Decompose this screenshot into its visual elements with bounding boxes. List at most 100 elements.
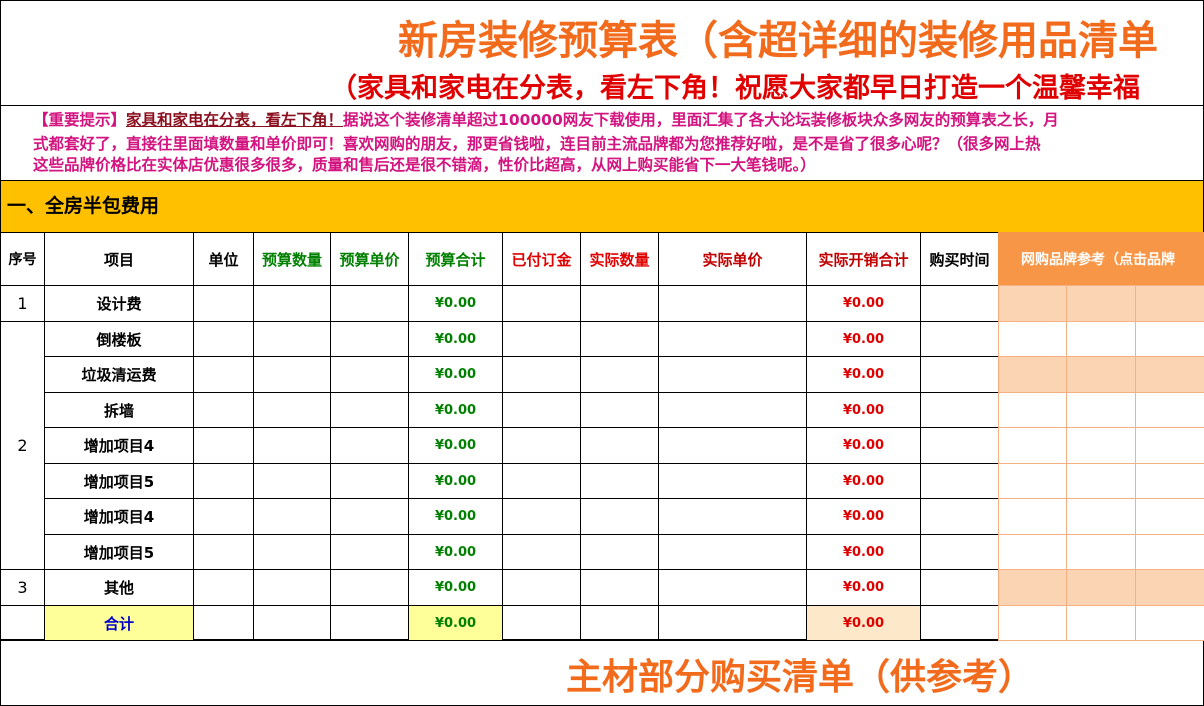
empty-cell bbox=[658, 356, 807, 393]
empty-cell bbox=[330, 463, 409, 499]
column-header: 项目 bbox=[44, 232, 194, 286]
empty-cell bbox=[920, 392, 999, 428]
empty-cell bbox=[502, 569, 581, 606]
brand-cell bbox=[998, 534, 1067, 570]
empty-cell bbox=[253, 463, 331, 499]
brand-cell bbox=[1066, 534, 1136, 570]
empty-cell bbox=[502, 534, 581, 570]
brand-cell bbox=[1066, 463, 1136, 499]
budget-total: ¥0.00 bbox=[408, 321, 503, 357]
empty-cell bbox=[658, 534, 807, 570]
budget-total: ¥0.00 bbox=[408, 356, 503, 393]
empty-cell bbox=[920, 498, 999, 535]
brand-cell bbox=[998, 392, 1067, 428]
empty-cell bbox=[193, 392, 254, 428]
brand-cell bbox=[1066, 285, 1136, 322]
empty-cell bbox=[193, 321, 254, 357]
empty-cell bbox=[502, 321, 581, 357]
actual-total: ¥0.00 bbox=[806, 463, 921, 499]
empty-cell bbox=[580, 534, 659, 570]
item-name: 其他 bbox=[44, 569, 194, 606]
empty-cell bbox=[253, 534, 331, 570]
empty-cell bbox=[253, 569, 331, 606]
empty-cell bbox=[658, 569, 807, 606]
empty-cell bbox=[580, 569, 659, 606]
empty-cell bbox=[193, 534, 254, 570]
empty-cell bbox=[920, 427, 999, 464]
empty-cell bbox=[658, 427, 807, 464]
empty-cell bbox=[920, 569, 999, 606]
empty-cell bbox=[580, 427, 659, 464]
empty-cell bbox=[920, 463, 999, 499]
section-header: 一、全房半包费用 bbox=[0, 180, 1204, 233]
column-header: 网购品牌参考（点击品牌 bbox=[998, 232, 1204, 286]
empty-cell bbox=[580, 498, 659, 535]
column-header: 实际数量 bbox=[580, 232, 659, 286]
item-name: 增加项目4 bbox=[44, 498, 194, 535]
empty-cell bbox=[330, 321, 409, 357]
empty-cell bbox=[658, 285, 807, 322]
empty-cell bbox=[502, 498, 581, 535]
brand-cell bbox=[1066, 569, 1136, 606]
footer-title: 主材部分购买清单（供参考） bbox=[566, 657, 1035, 698]
actual-total: ¥0.00 bbox=[806, 534, 921, 570]
budget-total: ¥0.00 bbox=[408, 463, 503, 499]
empty-cell bbox=[253, 356, 331, 393]
empty-cell bbox=[330, 605, 409, 641]
empty-cell bbox=[502, 356, 581, 393]
column-header: 单位 bbox=[193, 232, 254, 286]
notice-link[interactable]: 家具和家电在分表，看左下角！ bbox=[126, 111, 344, 129]
empty-cell bbox=[193, 498, 254, 535]
empty-cell bbox=[330, 569, 409, 606]
empty-cell bbox=[920, 534, 999, 570]
brand-cell bbox=[998, 463, 1067, 499]
empty-cell bbox=[658, 392, 807, 428]
actual-total: ¥0.00 bbox=[806, 321, 921, 357]
actual-total: ¥0.00 bbox=[806, 498, 921, 535]
actual-total: ¥0.00 bbox=[806, 605, 921, 641]
brand-cell bbox=[1135, 498, 1204, 535]
item-name: 增加项目5 bbox=[44, 463, 194, 499]
empty-cell bbox=[502, 427, 581, 464]
brand-cell bbox=[1066, 321, 1136, 357]
brand-cell bbox=[1135, 427, 1204, 464]
empty-cell bbox=[502, 392, 581, 428]
column-header: 预算数量 bbox=[253, 232, 331, 286]
row-number: 2 bbox=[0, 321, 45, 570]
empty-cell bbox=[658, 605, 807, 641]
notice: 【重要提示】家具和家电在分表，看左下角！据说这个装修清单超过100000网友下载… bbox=[0, 106, 1204, 180]
empty-cell bbox=[658, 463, 807, 499]
empty-cell bbox=[920, 605, 999, 641]
empty-cell bbox=[920, 321, 999, 357]
brand-cell bbox=[1066, 498, 1136, 535]
empty-cell bbox=[253, 427, 331, 464]
brand-cell bbox=[998, 498, 1067, 535]
column-header: 预算单价 bbox=[330, 232, 409, 286]
empty-cell bbox=[253, 321, 331, 357]
column-header: 已付订金 bbox=[502, 232, 581, 286]
notice-line: 【重要提示】家具和家电在分表，看左下角！据说这个装修清单超过100000网友下载… bbox=[33, 108, 1203, 132]
budget-total: ¥0.00 bbox=[408, 605, 503, 641]
empty-cell bbox=[580, 356, 659, 393]
empty-cell bbox=[253, 498, 331, 535]
empty-cell bbox=[193, 356, 254, 393]
empty-cell bbox=[330, 534, 409, 570]
budget-total: ¥0.00 bbox=[408, 285, 503, 322]
brand-cell bbox=[998, 321, 1067, 357]
brand-cell bbox=[1135, 356, 1204, 393]
item-name: 增加项目5 bbox=[44, 534, 194, 570]
empty-cell bbox=[193, 427, 254, 464]
notice-lead: 【重要提示】 bbox=[33, 111, 127, 129]
empty-cell bbox=[920, 285, 999, 322]
row-number bbox=[0, 605, 45, 641]
item-name: 倒楼板 bbox=[44, 321, 194, 357]
column-header: 购买时间 bbox=[920, 232, 999, 286]
budget-total: ¥0.00 bbox=[408, 392, 503, 428]
empty-cell bbox=[253, 605, 331, 641]
item-name: 设计费 bbox=[44, 285, 194, 322]
subtitle: （家具和家电在分表，看左下角！祝愿大家都早日打造一个温馨幸福 bbox=[330, 73, 1140, 104]
row-number: 3 bbox=[0, 569, 45, 606]
empty-cell bbox=[580, 392, 659, 428]
empty-cell bbox=[330, 392, 409, 428]
